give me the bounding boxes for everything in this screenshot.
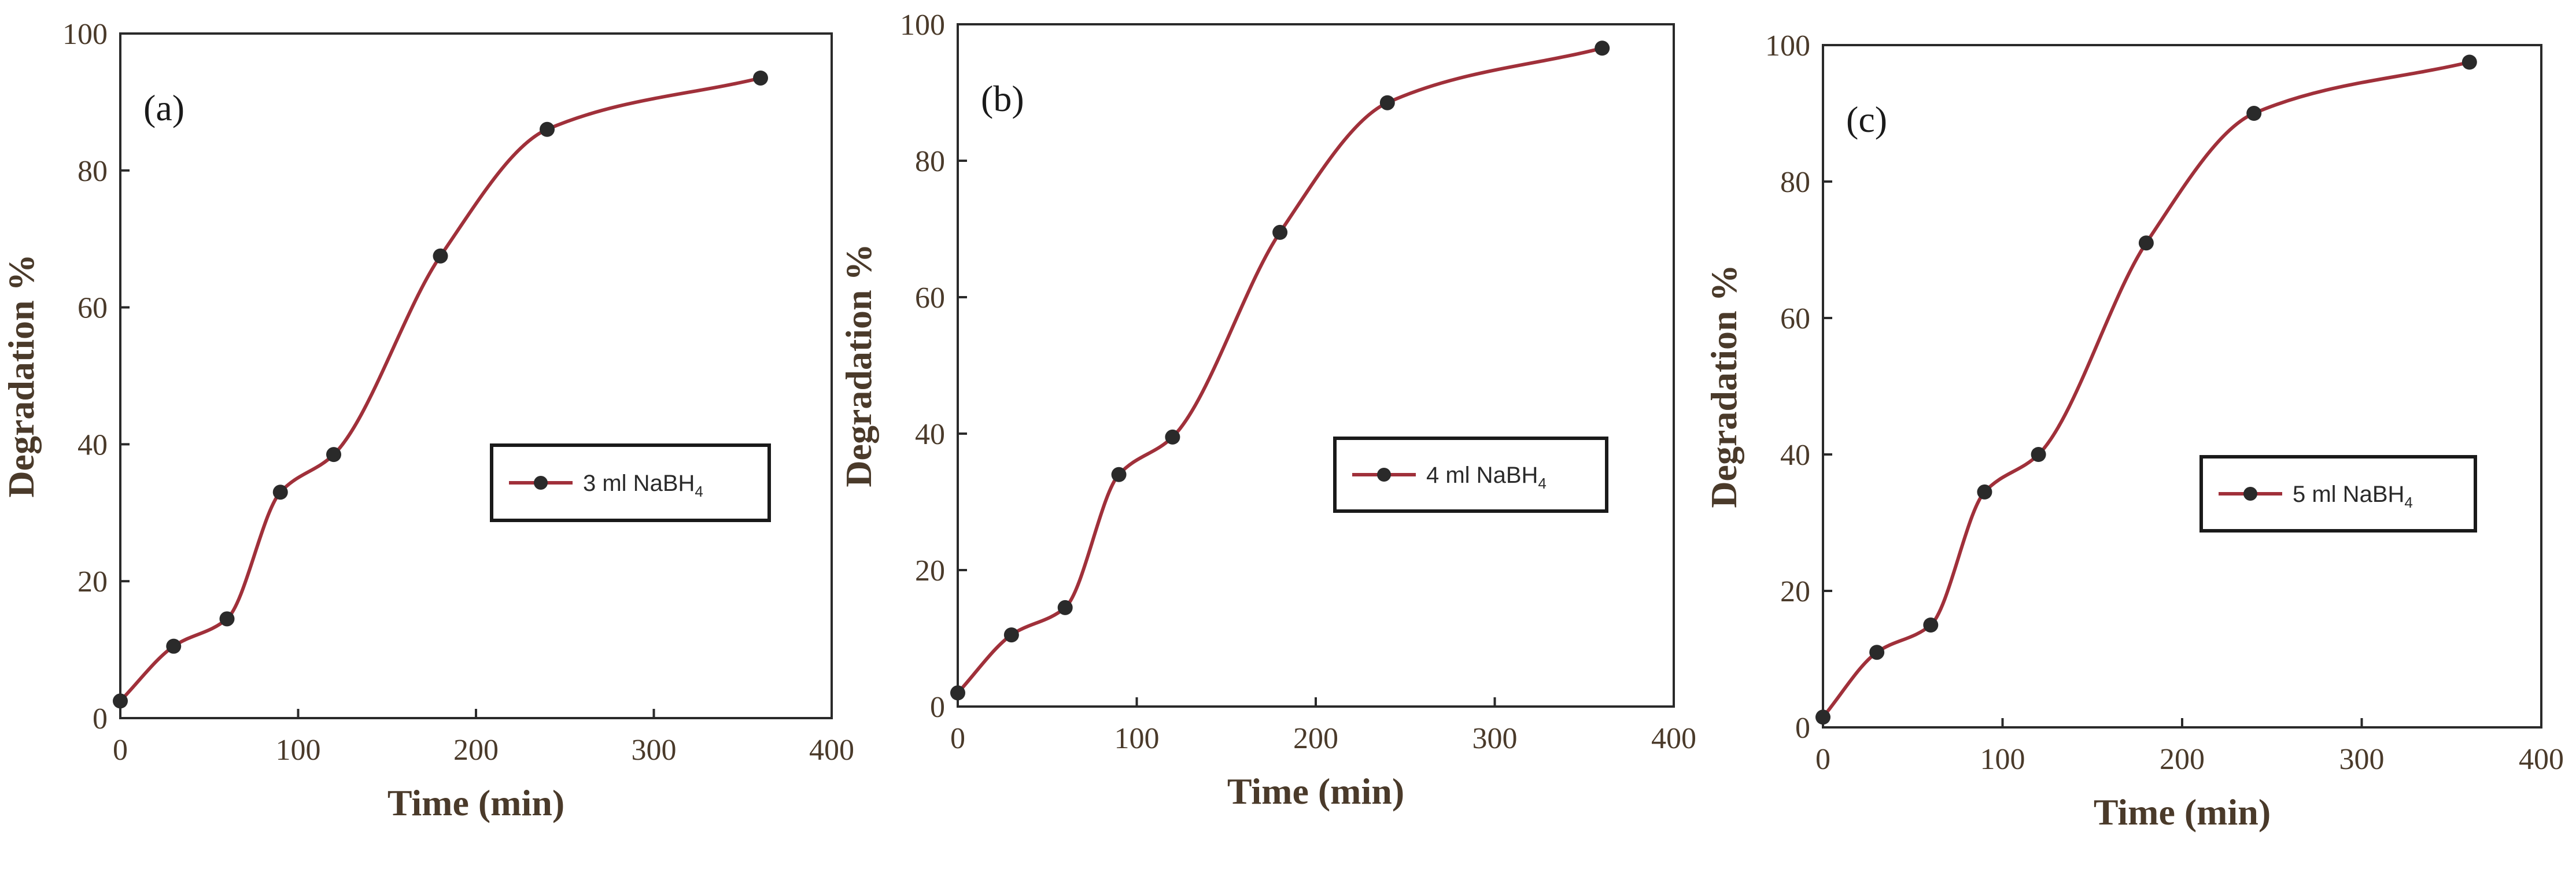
- x-tick-label: 300: [2339, 743, 2385, 776]
- panel-c: 0 100 200 300 400 0 20 40 60 80 100 Time (min) Degra…: [1703, 29, 2564, 833]
- x-tick-label: 200: [2160, 743, 2205, 776]
- y-tick-label: 60: [915, 282, 945, 315]
- legend: 5 ml NaBH4: [2199, 455, 2477, 533]
- y-axis-title: Degradation %: [1, 254, 42, 497]
- data-point: [1595, 40, 1610, 56]
- data-point: [540, 121, 555, 137]
- y-tick-label: 40: [915, 418, 945, 451]
- x-tick-label: 0: [113, 734, 128, 767]
- x-tick-label: 400: [1651, 722, 1696, 755]
- panel-a: 0 100 200 300 400 0 20 40 60 80 100 Time (min) Degra…: [1, 18, 854, 823]
- y-tick-label: 40: [77, 428, 108, 461]
- x-tick-label: 100: [276, 734, 321, 767]
- data-point: [950, 685, 965, 701]
- data-point: [2246, 106, 2262, 121]
- legend-label: 3 ml NaBH4: [583, 471, 703, 500]
- data-point: [753, 70, 768, 86]
- legend-subscript: 4: [695, 483, 703, 500]
- data-point: [433, 248, 448, 264]
- y-tick-label: 20: [1780, 575, 1810, 608]
- y-tick-label: 20: [915, 554, 945, 587]
- y-axis-title: Degradation %: [1703, 264, 1744, 508]
- y-tick-label: 40: [1780, 439, 1810, 472]
- legend-subscript: 4: [1538, 475, 1546, 492]
- legend: 4 ml NaBH4: [1333, 437, 1608, 513]
- y-tick-label: 80: [915, 145, 945, 178]
- x-axis-title: Time (min): [387, 782, 564, 823]
- data-point: [2138, 235, 2154, 251]
- data-point: [219, 611, 235, 627]
- x-tick-label: 0: [1815, 743, 1830, 776]
- series-line: [1821, 60, 2470, 719]
- x-tick-label: 200: [453, 734, 499, 767]
- y-tick-label: 80: [77, 155, 108, 188]
- y-tick-label: 100: [900, 9, 945, 42]
- data-point: [1111, 467, 1127, 482]
- y-tick-label: 60: [1780, 302, 1810, 335]
- legend-subscript: 4: [2404, 494, 2412, 511]
- y-tick-label: 0: [1795, 712, 1810, 745]
- series-line: [119, 76, 761, 702]
- legend-marker: [534, 476, 548, 490]
- data-point: [1379, 95, 1395, 110]
- x-axis-title: Time (min): [2094, 792, 2271, 833]
- y-tick-label: 0: [930, 691, 945, 724]
- data-point: [1923, 618, 1939, 633]
- x-axis-title: Time (min): [1227, 771, 1404, 812]
- legend-label: 4 ml NaBH4: [1426, 463, 1547, 492]
- data-point: [2031, 447, 2046, 462]
- legend-marker: [1377, 468, 1391, 482]
- panel-label: (b): [981, 78, 1024, 119]
- data-point: [1272, 224, 1288, 240]
- y-tick-label: 80: [1780, 166, 1810, 199]
- data-point: [1057, 600, 1073, 615]
- data-point: [272, 485, 288, 500]
- x-tick-label: 200: [1293, 722, 1338, 755]
- data-point: [113, 693, 128, 709]
- y-tick-label: 0: [93, 702, 108, 735]
- panel-label: (a): [143, 87, 184, 128]
- data-point: [1977, 484, 1992, 500]
- legend-label: 5 ml NaBH4: [2293, 482, 2413, 511]
- data-point: [1815, 709, 1830, 725]
- data-point: [2461, 54, 2477, 70]
- panel-b: 0 100 200 300 400 0 20 40 60 80 100 Time (min) Degra…: [838, 9, 1696, 812]
- data-point: [326, 447, 341, 463]
- y-tick-label: 60: [77, 292, 108, 325]
- data-point: [1869, 645, 1885, 660]
- y-axis-title: Degradation %: [838, 243, 879, 487]
- y-tick-label: 20: [77, 565, 108, 598]
- legend-marker: [2243, 487, 2257, 501]
- legend: 3 ml NaBH4: [490, 443, 771, 522]
- panel-label: (c): [1846, 99, 1887, 140]
- y-tick-label: 100: [1765, 29, 1810, 62]
- series-line: [956, 46, 1603, 694]
- data-point: [166, 638, 182, 654]
- x-tick-label: 100: [1980, 743, 2025, 776]
- x-tick-label: 300: [1472, 722, 1518, 755]
- data-point: [1165, 429, 1180, 445]
- x-tick-label: 400: [809, 734, 854, 767]
- y-tick-label: 100: [62, 18, 108, 51]
- x-tick-label: 100: [1114, 722, 1160, 755]
- x-tick-label: 300: [632, 734, 677, 767]
- x-tick-label: 400: [2519, 743, 2564, 776]
- data-point: [1003, 627, 1019, 643]
- x-tick-label: 0: [950, 722, 965, 755]
